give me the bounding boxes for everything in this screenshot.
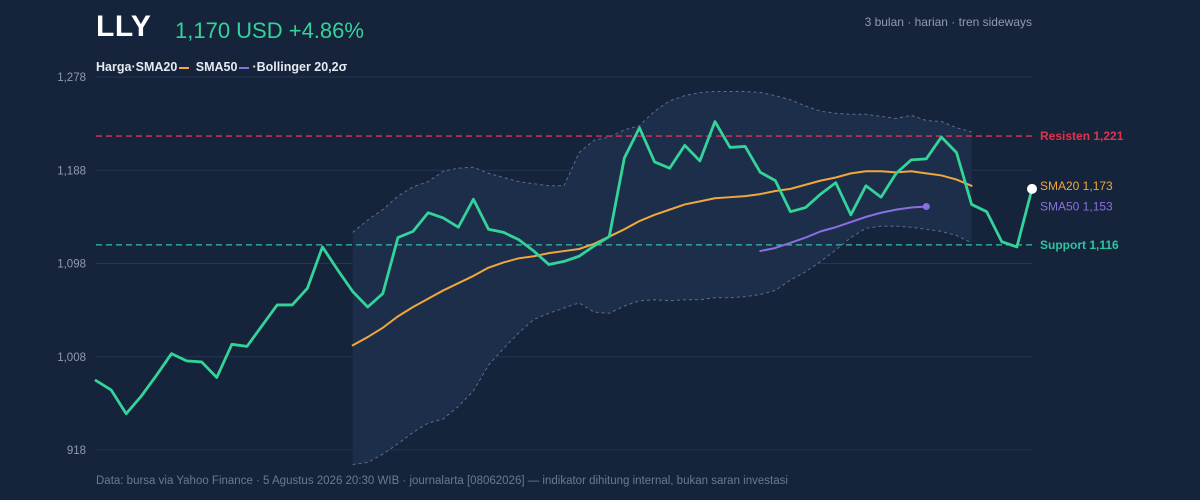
legend-price: Harga [96,60,132,74]
series-line-sma20 [351,170,973,347]
y-tick-label: 1,008 [57,352,86,364]
legend-separator: · [252,60,257,74]
y-tick-label: 1,098 [57,259,86,271]
chart-meta: 3 bulan · harian · tren sideways [864,15,1032,29]
ticker-symbol: LLY [96,10,152,43]
sma50-end-dot [922,203,930,211]
resistance-label: Resisten 1,221 [1040,129,1124,143]
level-lines [96,135,1032,246]
y-tick-label: 1,278 [57,72,86,84]
y-tick-label: 918 [67,445,86,457]
legend-sma20: SMA20 [135,60,178,74]
data-source-footer: Data: bursa via Yahoo Finance · 5 Agustu… [96,475,788,487]
end-labels: Resisten 1,221 Support 1,116 SMA20 1,173 SM… [1040,129,1124,252]
sma20-end-label: SMA20 1,173 [1040,179,1113,193]
support-label: Support 1,116 [1040,238,1119,252]
price-change: 1,170 USD +4.86% [175,18,364,43]
bollinger-band [352,91,972,466]
y-axis-ticks: 918 1,008 1,098 1,188 1,278 [57,72,86,457]
bollinger-band-fill [352,91,972,465]
series-line-harga [94,120,1034,416]
legend-sma20-swatch [179,66,190,69]
bollinger-lower-line [352,225,972,466]
legend-sma50-swatch [239,66,250,69]
sma50-end-label: SMA50 1,153 [1040,200,1113,214]
bollinger-upper-line [352,91,972,233]
legend-bollinger: Bollinger 20,2σ [256,60,348,74]
series-lines [94,120,1037,416]
legend-sma50: SMA50 [195,60,238,74]
y-tick-label: 1,188 [57,165,86,177]
last-price-dot [1027,183,1037,194]
series-line-sma50 [759,205,928,253]
legend-separator: · [131,60,136,74]
chart-legend: Harga · SMA20 SMA50 · Bollinger 20,2σ [96,60,347,74]
